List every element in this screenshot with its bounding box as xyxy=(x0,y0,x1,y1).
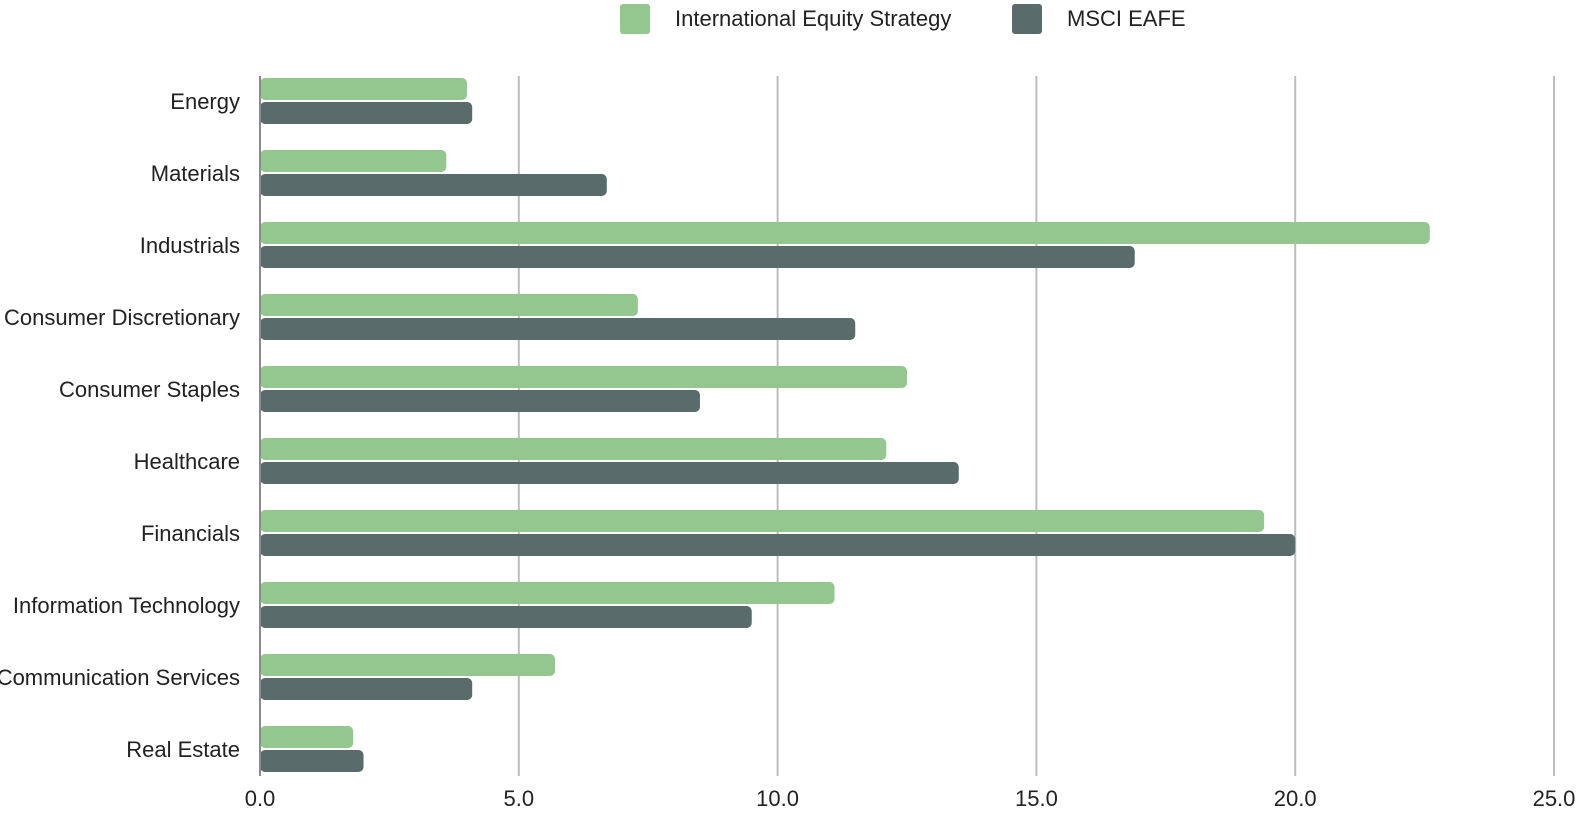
category-label: Healthcare xyxy=(134,449,240,474)
bar xyxy=(260,726,354,748)
bar xyxy=(260,174,607,196)
category-label: Consumer Staples xyxy=(59,377,240,402)
legend: International Equity Strategy MSCI EAFE xyxy=(0,4,1580,36)
category-label: Real Estate xyxy=(126,737,240,762)
bar xyxy=(260,654,556,676)
bar xyxy=(260,222,1430,244)
bar xyxy=(260,606,752,628)
x-tick-label: 25.0 xyxy=(1533,786,1576,811)
category-label: Financials xyxy=(141,521,240,546)
x-tick-label: 0.0 xyxy=(245,786,276,811)
bar xyxy=(260,582,835,604)
bar xyxy=(260,462,959,484)
bar xyxy=(260,78,468,100)
legend-label-strategy: International Equity Strategy xyxy=(675,6,952,31)
category-label: Consumer Discretionary xyxy=(4,305,240,330)
category-label: Industrials xyxy=(140,233,240,258)
bar xyxy=(260,750,364,772)
bar xyxy=(260,678,473,700)
bar xyxy=(260,102,473,124)
bar xyxy=(260,390,700,412)
category-label: Communication Services xyxy=(0,665,240,690)
x-tick-label: 5.0 xyxy=(504,786,535,811)
x-tick-label: 15.0 xyxy=(1015,786,1058,811)
bar xyxy=(260,294,638,316)
category-label: Materials xyxy=(151,161,240,186)
bar xyxy=(260,534,1296,556)
legend-swatch-benchmark xyxy=(1012,4,1042,34)
x-tick-label: 20.0 xyxy=(1274,786,1317,811)
bar xyxy=(260,318,856,340)
bar xyxy=(260,150,447,172)
bar xyxy=(260,246,1135,268)
category-label: Information Technology xyxy=(13,593,240,618)
legend-item-strategy: International Equity Strategy xyxy=(620,4,951,34)
bar xyxy=(260,366,907,388)
bar xyxy=(260,438,887,460)
bar xyxy=(260,510,1265,532)
x-tick-label: 10.0 xyxy=(756,786,799,811)
legend-item-benchmark: MSCI EAFE xyxy=(1012,4,1186,34)
legend-swatch-strategy xyxy=(620,4,650,34)
category-label: Energy xyxy=(170,89,240,114)
legend-label-benchmark: MSCI EAFE xyxy=(1067,6,1186,31)
